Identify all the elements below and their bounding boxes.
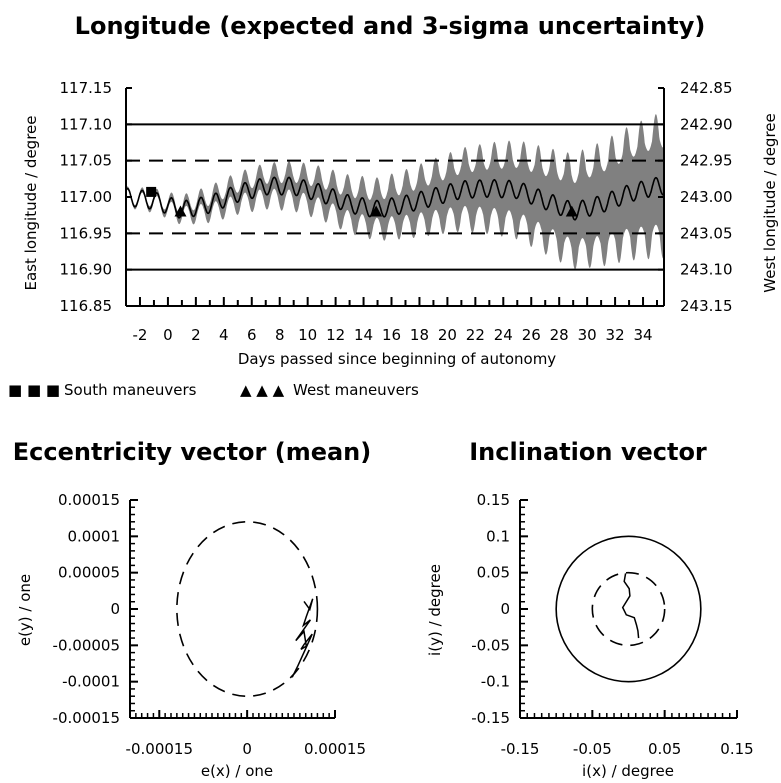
y-tick-label: 0.05 [477,564,510,582]
eccentricity-title: Eccentricity vector (mean) [13,438,371,466]
x-tick-label: 4 [219,326,229,344]
y-tick-label: -0.1 [481,673,510,691]
y2-tick-label: 242.95 [680,152,733,170]
y-tick-label: -0.0001 [62,673,120,691]
x-tick-label: 0 [163,326,173,344]
x-tick-label: -0.05 [573,740,612,758]
y-tick-label: 0.15 [477,491,510,509]
x-tick-label: 20 [438,326,457,344]
uncertainty-band [126,114,664,270]
longitude-y-axis-label: East longitude / degree [22,116,40,291]
x-tick-label: 26 [522,326,541,344]
y-tick-label: 116.90 [60,261,113,279]
x-tick-label: 0.05 [648,740,681,758]
limit-circle-solid [555,535,702,683]
x-tick-label: -0.15 [501,740,540,758]
x-tick-label: 8 [275,326,285,344]
eccentricity-plot: -0.00015 -0.0001 -0.00005 0 0.00005 0.0001 0.0… [53,491,366,758]
x-tick-label: -0.00015 [126,740,193,758]
y2-tick-label: 242.90 [680,115,733,133]
inclination-plot: -0.15 -0.1 -0.05 0 0.05 0.1 0.15 -0.15 -0.05 0.05… [471,491,754,758]
x-tick-label: 34 [633,326,652,344]
y-tick-label: 117.15 [60,79,113,97]
limit-circle-dashed [591,571,666,647]
west-maneuver-marker-0 [174,205,187,217]
inclination-x-axis-label: i(x) / degree [582,762,674,780]
inclination-y-axis-label: i(y) / degree [426,564,444,656]
longitude-mean-curve [125,176,665,221]
longitude-x-axis-label: Days passed since beginning of autonomy [238,350,556,368]
x-tick-label: 30 [578,326,597,344]
y-tick-label: -0.00005 [53,636,120,654]
y2-tick-label: 243.00 [680,188,733,206]
longitude-uncertainty-band [126,114,664,270]
eccentricity-x-axis-label: e(x) / one [201,762,273,780]
x-tick-label: 24 [494,326,513,344]
y-tick-label: 117.05 [60,152,113,170]
x-tick-label: 28 [550,326,569,344]
x-tick-label: 0 [242,740,252,758]
x-tick-label: 10 [298,326,317,344]
longitude-legend: ■ ■ ■ South maneuvers ▲ ▲ ▲ West maneuve… [8,381,419,399]
west-maneuver-marker-1 [370,205,383,217]
x-tick-label: 18 [410,326,429,344]
x-tick-label: 2 [191,326,201,344]
trajectory-line [621,573,640,639]
y-tick-label: -0.00015 [53,709,120,727]
y-tick-label: 0.0001 [68,527,121,545]
y2-tick-label: 243.05 [680,224,733,242]
x-tick-label: 0.15 [720,740,753,758]
x-tick-label: 12 [326,326,345,344]
x-tick-label: 32 [606,326,625,344]
y-tick-label: 0 [110,600,120,618]
y-tick-label: 0 [500,600,510,618]
y2-tick-label: 242.85 [680,79,733,97]
legend-west-label: West maneuvers [293,381,419,399]
x-tick-label: -2 [132,326,147,344]
inclination-title: Inclination vector [469,438,707,466]
y2-tick-label: 243.15 [680,297,733,315]
y-tick-label: -0.05 [471,636,510,654]
x-tick-label: 6 [247,326,257,344]
longitude-chart: Longitude (expected and 3-sigma uncertai… [8,12,779,399]
y-tick-label: 116.95 [60,224,113,242]
y-tick-label: 117.00 [60,188,113,206]
y2-tick-label: 243.10 [680,261,733,279]
legend-west-marker: ▲ ▲ ▲ [240,381,285,399]
y-tick-label: 0.1 [486,527,510,545]
limit-circle-dashed [176,520,319,697]
y-tick-label: 116.85 [60,297,113,315]
south-maneuver-marker-0 [146,186,157,197]
y-tick-label: 0.00005 [58,564,120,582]
x-tick-label: 0.00015 [304,740,366,758]
longitude-title: Longitude (expected and 3-sigma uncertai… [75,12,706,40]
eccentricity-chart: Eccentricity vector (mean) -0.00015-0.00… [13,438,371,780]
eccentricity-y-axis-label: e(y) / one [16,574,34,646]
mean-longitude-line [125,176,665,221]
west-maneuver-marker-2 [565,205,578,217]
longitude-y2-axis-label: West longitude / degree [761,113,779,292]
longitude-limit-lines [126,123,664,271]
x-tick-label: 22 [466,326,485,344]
x-tick-label: 14 [354,326,373,344]
y-tick-label: -0.15 [471,709,510,727]
legend-south-marker: ■ ■ ■ [8,381,60,399]
longitude-maneuver-markers [146,186,578,217]
y-tick-label: 0.00015 [58,491,120,509]
x-tick-label: 16 [382,326,401,344]
trajectory-line [291,598,314,678]
inclination-chart: Inclination vector -0.15 -0.1 -0.05 0 0.05 0.… [426,438,754,780]
y-tick-label: 117.10 [60,115,113,133]
legend-south-label: South maneuvers [64,381,197,399]
